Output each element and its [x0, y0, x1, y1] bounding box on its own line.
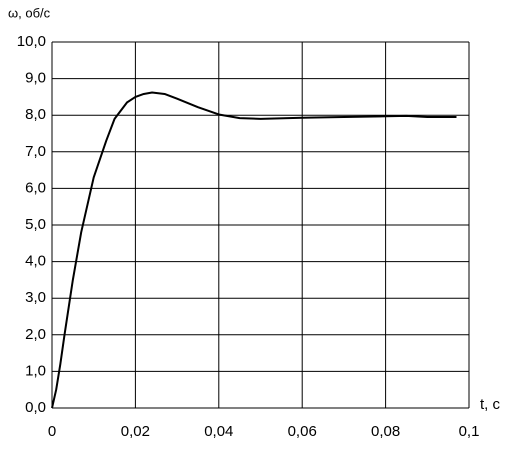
y-tick-label: 1,0: [25, 362, 46, 379]
x-tick-label: 0: [48, 423, 56, 440]
y-tick-label: 9,0: [25, 70, 46, 87]
x-tick-label: 0,02: [121, 423, 150, 440]
y-tick-label: 5,0: [25, 216, 46, 233]
x-tick-label: 0,08: [371, 423, 400, 440]
y-tick-label: 7,0: [25, 143, 46, 160]
x-tick-label: 0,06: [288, 423, 317, 440]
y-tick-label: 6,0: [25, 179, 46, 196]
x-tick-label: 0,1: [459, 423, 480, 440]
y-axis-label: ω, об/с: [8, 5, 51, 20]
x-axis-label: t, c: [480, 396, 501, 413]
y-tick-label: 3,0: [25, 289, 46, 306]
y-tick-label: 2,0: [25, 326, 46, 343]
y-tick-label: 10,0: [17, 33, 46, 50]
x-tick-label: 0,04: [204, 423, 233, 440]
y-tick-label: 8,0: [25, 106, 46, 123]
y-tick-label: 0,0: [25, 399, 46, 416]
data-line: [51, 91, 457, 409]
y-tick-label: 4,0: [25, 253, 46, 270]
